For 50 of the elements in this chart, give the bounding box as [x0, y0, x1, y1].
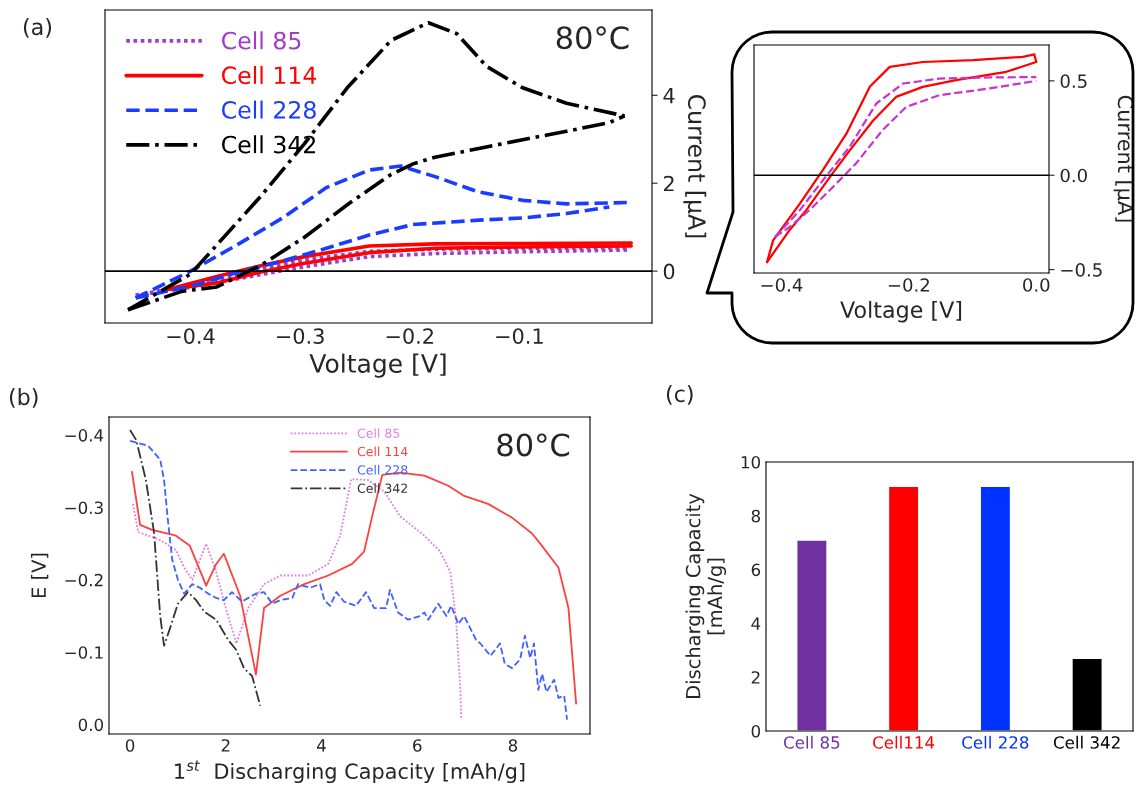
- x-tick-label: −0.2: [888, 278, 929, 292]
- text: (a): [23, 18, 52, 38]
- legend-label: Cell 114: [222, 65, 317, 85]
- x-tick-label: Cell 228: [962, 735, 1029, 749]
- y-tick-label: 0.5: [1060, 74, 1087, 88]
- legend-label: Cell 114: [357, 446, 408, 457]
- x-tick-label: −0.3: [277, 328, 324, 344]
- y-axis-title: Discharging Capacity [mAh/g]: [685, 493, 727, 698]
- y-tick-label: 0.0: [1060, 168, 1087, 183]
- x-tick-label: 2: [221, 739, 230, 752]
- x-tick-label: 8: [508, 739, 518, 752]
- x-tick-label: −0.1: [496, 328, 543, 344]
- y-tick-label: −0.3: [65, 501, 103, 515]
- y-tick-label: 2: [663, 175, 674, 192]
- x-tick-label: 0: [125, 739, 135, 752]
- x-tick-label: 0.0: [1023, 278, 1050, 292]
- x-tick-label: 4: [317, 739, 326, 752]
- x-tick-label: Cell 342: [1053, 735, 1120, 749]
- annotation: 80°C: [556, 26, 629, 50]
- annotation: 80°C: [497, 433, 570, 457]
- x-tick-label: Cell 85: [783, 735, 840, 749]
- y-axis-title: Current [μA]: [683, 94, 707, 238]
- x-axis-title: Voltage [V]: [840, 300, 962, 323]
- y-tick-label: −0.2: [65, 573, 103, 587]
- legend-label: Cell 85: [222, 31, 301, 50]
- y-tick-label: −0.4: [65, 429, 104, 442]
- y-tick-label: 0: [663, 263, 675, 280]
- y-tick-label: 4: [663, 88, 675, 104]
- x-tick-label: Cell114: [873, 735, 935, 749]
- legend-label: Cell 85: [357, 428, 400, 438]
- y-tick-label: 0.0: [78, 718, 104, 732]
- y-tick-label: 10: [741, 455, 761, 469]
- y-tick-label: 8: [751, 509, 760, 523]
- y-tick-label: 2: [751, 671, 760, 684]
- legend-label: Cell 228: [357, 464, 408, 475]
- x-tick-label: 6: [413, 739, 422, 752]
- y-axis-title: E [V]: [30, 553, 49, 598]
- x-axis-title: Voltage [V]: [309, 353, 446, 378]
- text: (c): [666, 385, 693, 405]
- y-tick-label: 0: [751, 724, 761, 738]
- legend-label: Cell 228: [222, 100, 316, 119]
- x-tick-label: −0.4: [167, 328, 215, 344]
- y-tick-label: −0.1: [65, 646, 103, 659]
- y-tick-label: 4: [751, 617, 761, 630]
- x-tick-label: −0.2: [386, 328, 433, 344]
- x-axis-title: 1$^{st}$ Discharging Capacity [mAh/g]: [175, 760, 525, 784]
- y-tick-label: 6: [751, 563, 761, 577]
- y-tick-label: −0.5: [1061, 263, 1102, 277]
- x-tick-label: −0.4: [761, 278, 803, 292]
- text: (b): [9, 388, 38, 408]
